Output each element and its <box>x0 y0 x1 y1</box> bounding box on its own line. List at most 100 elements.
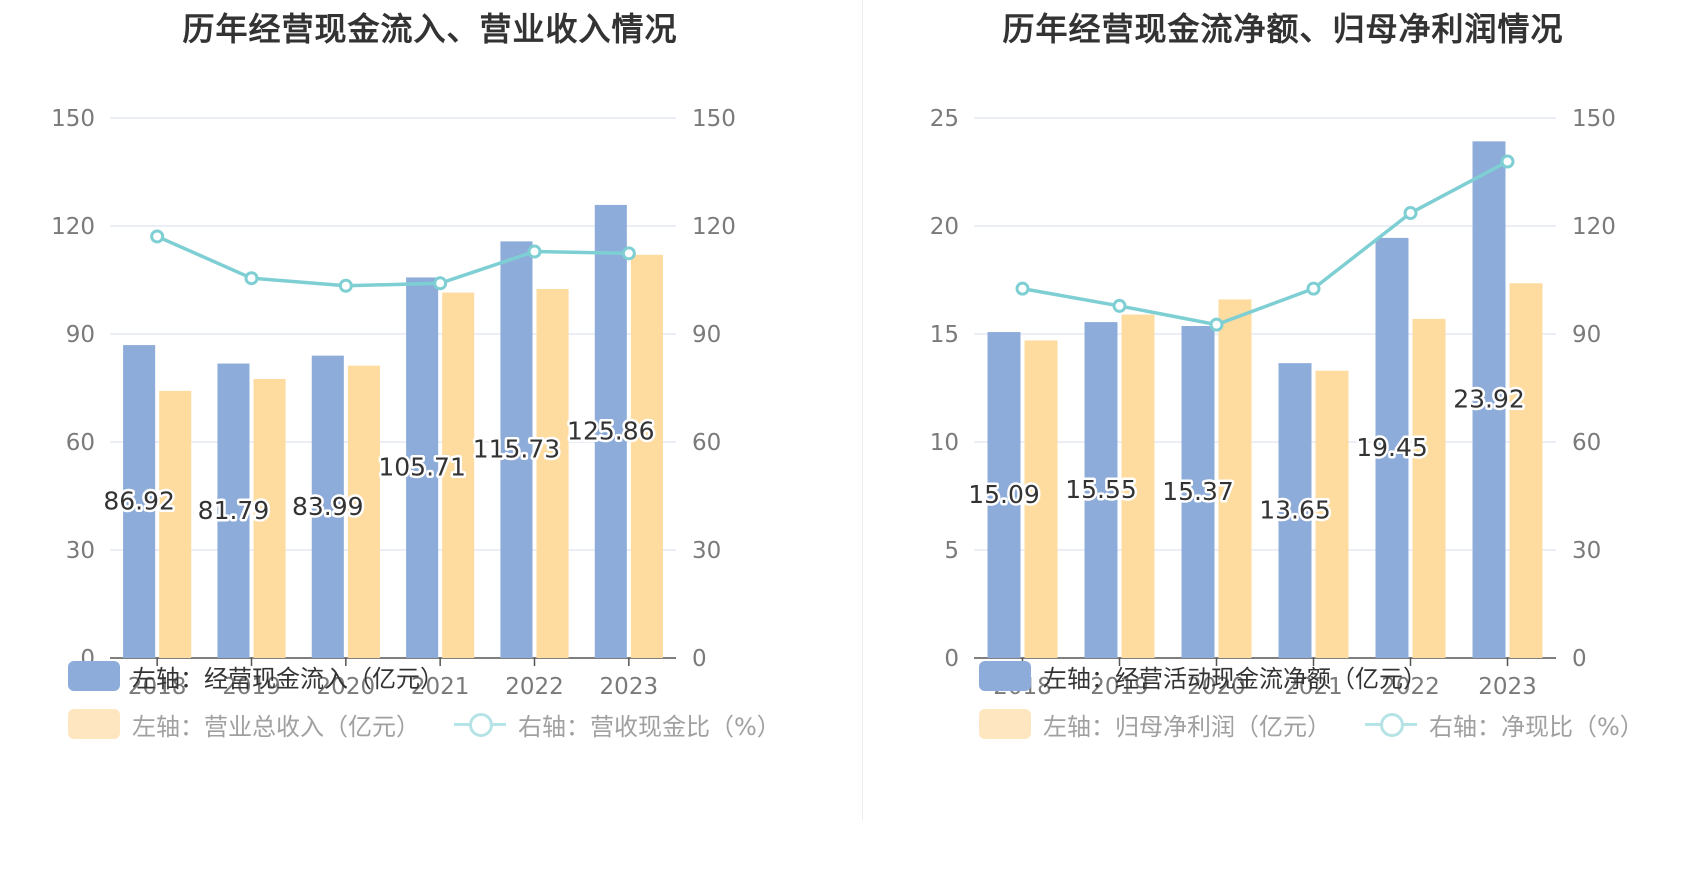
data-label: 19.45 <box>1356 433 1428 462</box>
data-label: 23.92 <box>1453 385 1525 414</box>
line-point <box>1403 206 1418 221</box>
right-axis-tick-label: 90 <box>1572 322 1601 348</box>
right-axis-tick-label: 30 <box>692 538 721 564</box>
legend-swatch <box>68 709 120 739</box>
bar-series-1 <box>1181 326 1215 658</box>
left-axis-tick-label: 15 <box>930 322 959 348</box>
line-series <box>1022 160 1509 327</box>
bar-series-2 <box>1218 299 1252 658</box>
chart-title: 历年经营现金流净额、归母净利润情况 <box>1002 10 1564 48</box>
x-axis-tick-label: 2019 <box>1090 674 1149 700</box>
line-point <box>621 246 636 261</box>
x-axis-tick-label: 2022 <box>1381 674 1440 700</box>
data-label: 15.55 <box>1065 475 1137 504</box>
x-axis-tick-label: 2023 <box>600 674 659 700</box>
right-axis-tick-label: 60 <box>692 430 721 456</box>
bar-series-2 <box>630 254 663 659</box>
x-axis-tick-label: 2020 <box>1187 674 1246 700</box>
line-point <box>1500 154 1515 169</box>
bar-series-2 <box>1315 370 1349 658</box>
line-point <box>527 244 542 259</box>
line-series <box>156 234 629 288</box>
left-axis-tick-label: 0 <box>944 646 959 672</box>
legend-item-net-cash-flow[interactable]: 左轴：经营活动现金流净额（亿元） <box>979 659 1427 694</box>
x-axis-tick-label: 2021 <box>411 674 470 700</box>
legend-label: 右轴：净现比（%） <box>1429 712 1644 741</box>
chart-panel-net-cash: 历年经营现金流净额、归母净利润情况 0 0 5 30 10 60 15 90 20 120 25 15… <box>866 0 1700 874</box>
chart-plot-area: 0053010601590201202515020182019202020212… <box>930 106 1616 700</box>
chart-title: 历年经营现金流入、营业收入情况 <box>182 10 678 48</box>
right-axis-tick-label: 150 <box>1572 106 1616 132</box>
bar-series-1 <box>1084 322 1118 658</box>
legend-label: 左轴：经营现金流入（亿元） <box>132 664 444 693</box>
left-axis-tick-label: 150 <box>51 106 95 132</box>
right-axis-tick-label: 120 <box>692 214 736 240</box>
left-axis-tick-label: 30 <box>66 538 95 564</box>
right-axis-tick-label: 60 <box>1572 430 1601 456</box>
data-label: 15.37 <box>1162 477 1234 506</box>
left-axis-tick-label: 10 <box>930 430 959 456</box>
x-axis-tick-label: 2022 <box>505 674 564 700</box>
legend-item-ratio[interactable]: 右轴：营收现金比（%） <box>454 707 781 742</box>
data-label: 125.86 <box>567 416 654 445</box>
left-axis-tick-label: 90 <box>66 322 95 348</box>
x-axis-tick-label: 2021 <box>1284 674 1343 700</box>
right-axis-tick-label: 150 <box>692 106 736 132</box>
data-label: 81.79 <box>198 496 270 525</box>
data-label: 86.92 <box>103 487 175 516</box>
legend-label: 左轴：营业总收入（亿元） <box>132 712 420 741</box>
line-point <box>1015 281 1030 296</box>
x-axis-tick-label: 2019 <box>222 674 281 700</box>
bar-series-2 <box>347 365 380 658</box>
bar-series-1 <box>500 241 533 658</box>
bar-series-1 <box>406 277 439 658</box>
legend-label: 左轴：归母净利润（亿元） <box>1043 712 1331 741</box>
right-axis-tick-label: 30 <box>1572 538 1601 564</box>
bar-series-2 <box>1121 314 1155 658</box>
legend-label: 左轴：经营活动现金流净额（亿元） <box>1043 664 1427 693</box>
line-point <box>338 278 353 293</box>
bar-series-2 <box>1024 340 1058 658</box>
bar-series-2 <box>253 379 286 658</box>
data-label: 115.73 <box>473 435 560 464</box>
right-axis-tick-label: 0 <box>1572 646 1587 672</box>
legend-item-net-cash-ratio[interactable]: 右轴：净现比（%） <box>1365 707 1644 742</box>
line-point <box>150 229 165 244</box>
bar-series-1 <box>311 355 344 658</box>
bar-series-2 <box>159 390 192 658</box>
data-label: 13.65 <box>1259 496 1331 525</box>
line-point <box>433 276 448 291</box>
bar-series-1 <box>217 363 250 658</box>
legend-swatch <box>979 661 1031 691</box>
x-axis-tick-label: 2020 <box>317 674 376 700</box>
legend-swatch <box>979 709 1031 739</box>
left-axis-tick-label: 25 <box>930 106 959 132</box>
data-label: 15.09 <box>968 480 1040 509</box>
line-point <box>1112 298 1127 313</box>
line-point <box>244 271 259 286</box>
left-axis-tick-label: 20 <box>930 214 959 240</box>
bar-series-2 <box>442 292 475 658</box>
bar-series-1 <box>123 345 156 658</box>
legend-line-marker <box>1365 709 1417 739</box>
data-label: 83.99 <box>292 492 364 521</box>
legend-item-revenue[interactable]: 左轴：营业总收入（亿元） <box>68 707 420 742</box>
panel-divider <box>862 0 863 820</box>
right-axis-tick-label: 90 <box>692 322 721 348</box>
left-axis-tick-label: 5 <box>944 538 959 564</box>
bar-series-1 <box>987 332 1021 658</box>
data-label: 105.71 <box>378 453 465 482</box>
line-point <box>1209 317 1224 332</box>
right-axis-tick-label: 120 <box>1572 214 1616 240</box>
bar-series-1 <box>1472 141 1506 658</box>
left-axis-tick-label: 120 <box>51 214 95 240</box>
chart-panel-cash-inflow: 历年经营现金流入、营业收入情况 0 0 30 30 60 60 90 90 120 120 150 1… <box>51 10 781 742</box>
bar-series-2 <box>1509 283 1543 658</box>
bar-series-2 <box>1412 318 1446 658</box>
bar-series-1 <box>1278 363 1312 658</box>
legend-item-cash-inflow[interactable]: 左轴：经营现金流入（亿元） <box>68 659 444 694</box>
right-axis-tick-label: 0 <box>692 646 707 672</box>
legend-item-net-profit[interactable]: 左轴：归母净利润（亿元） <box>979 707 1331 742</box>
bar-series-1 <box>1375 237 1409 658</box>
legend-line-marker <box>454 709 506 739</box>
